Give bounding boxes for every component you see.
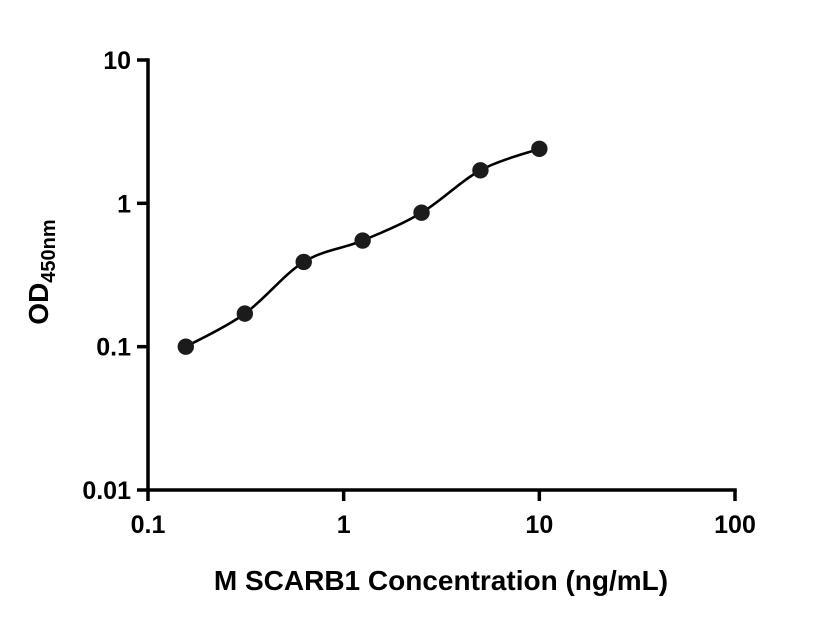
data-point <box>354 232 371 249</box>
y-axis-title-sub: 450nm <box>38 219 60 282</box>
x-axis-tick-label: 10 <box>525 511 553 539</box>
y-axis-title-main: OD <box>23 283 54 325</box>
y-axis-tick-label: 0.01 <box>82 477 131 505</box>
x-axis-title: M SCARB1 Concentration (ng/mL) <box>214 565 668 596</box>
data-point <box>413 204 430 221</box>
y-axis-title: OD450nm <box>23 219 60 324</box>
data-point <box>236 305 254 322</box>
data-point <box>177 338 194 355</box>
y-axis-tick-label: 1 <box>117 190 131 218</box>
x-axis-tick-label: 100 <box>714 511 756 539</box>
data-point <box>295 253 312 271</box>
x-axis-tick-label: 0.1 <box>131 511 166 539</box>
data-point <box>472 162 489 179</box>
y-axis-tick-label: 10 <box>103 47 131 75</box>
x-axis-tick-label: 1 <box>337 511 351 539</box>
y-axis-tick-label: 0.1 <box>96 334 131 362</box>
data-point <box>531 140 548 158</box>
